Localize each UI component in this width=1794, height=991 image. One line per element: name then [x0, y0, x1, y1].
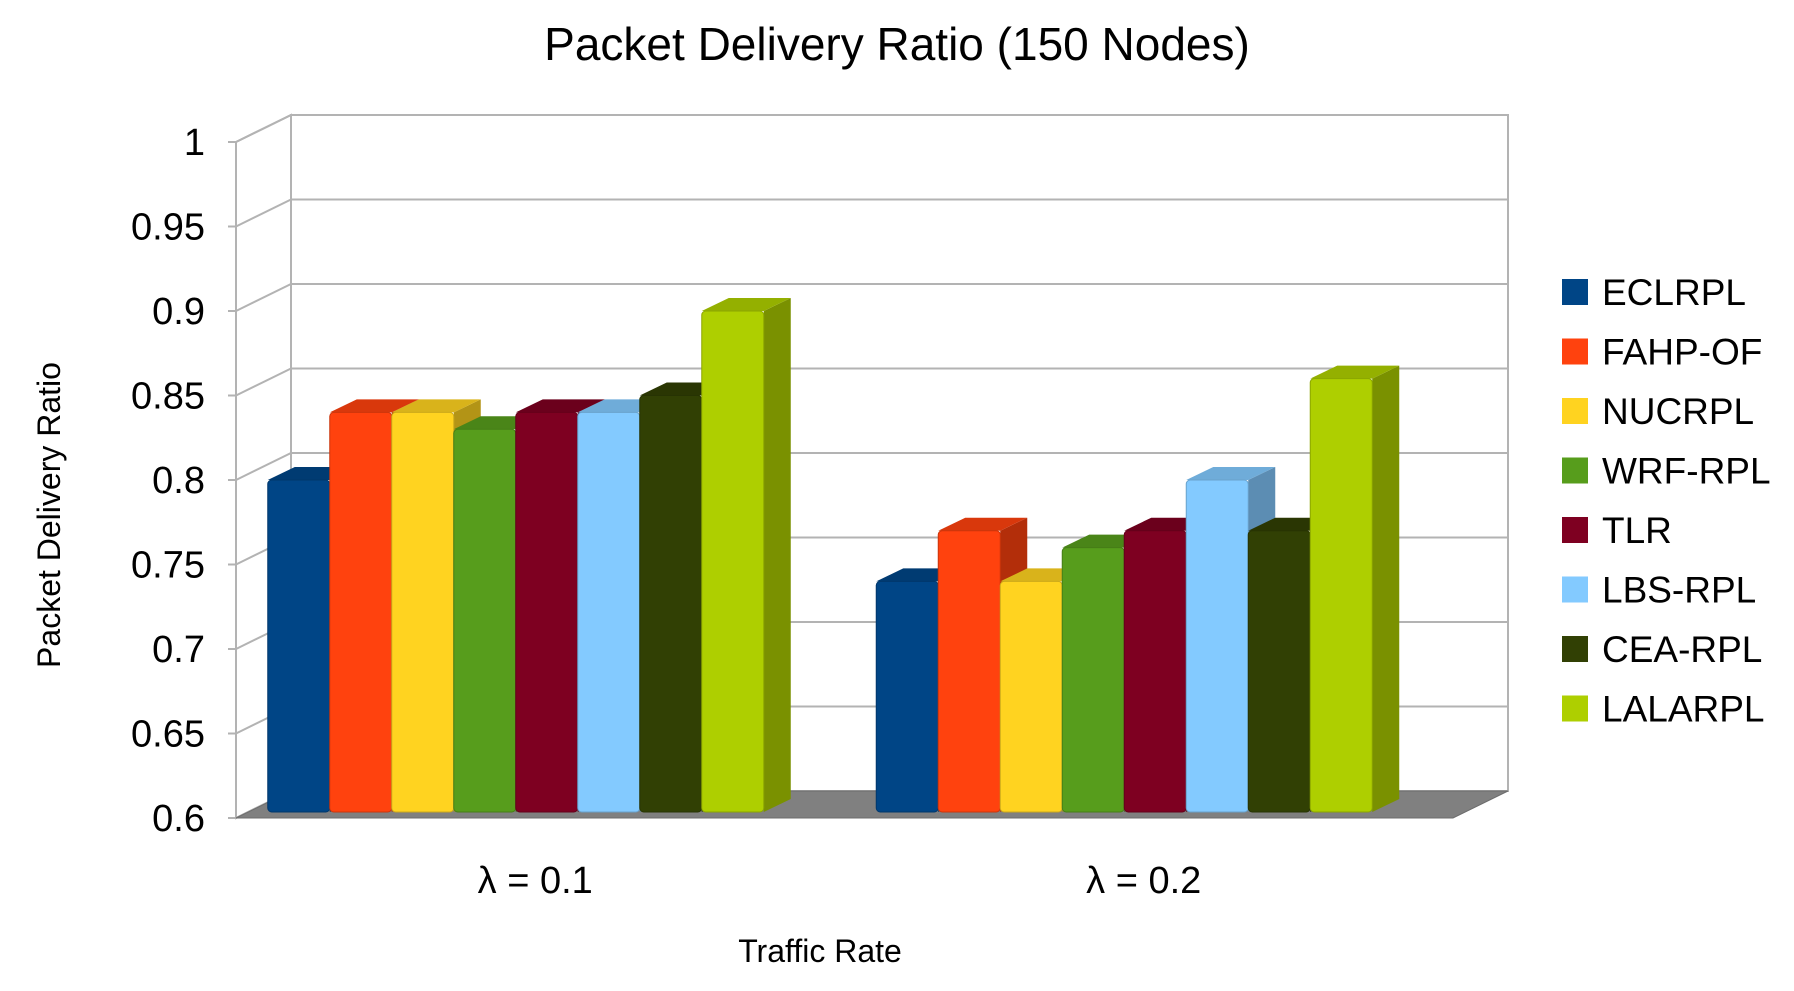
bar-wrf-rpl-2: [1061, 547, 1125, 813]
bar-lbs-rpl-2-top: [1186, 467, 1276, 480]
bar-lalarpl-2-top: [1310, 365, 1400, 379]
bar-eclrpl-2: [875, 580, 939, 813]
gridline: [235, 367, 1508, 397]
y-axis-title: Packet Delivery Ratio: [31, 362, 67, 668]
x-axis-title: Traffic Rate: [738, 933, 902, 969]
plot-area: 0.6 0.65 0.7 0.75 0.8 0.85 0.9 0.95 1 λ = 0.1 λ = …: [131, 113, 1509, 902]
legend-label: WRF-RPL: [1602, 451, 1771, 492]
bar-tlr-2: [1123, 530, 1187, 813]
legend-swatch: [1562, 695, 1588, 722]
bar-cea-rpl-2: [1247, 530, 1311, 813]
legend-swatch: [1562, 398, 1588, 424]
y-tick-label: 0.7: [152, 629, 205, 671]
bar-nucrpl-1: [391, 411, 455, 813]
y-tick-label: 0.6: [152, 798, 205, 840]
bar-lbs-rpl-1: [577, 411, 641, 813]
legend-swatch: [1562, 457, 1588, 484]
bar-fahp-of-2: [937, 530, 1001, 813]
y-tick-label: 0.9: [152, 291, 205, 333]
bar-tlr-1-top: [515, 399, 605, 413]
legend: ECLRPL FAHP-OF NUCRPL WRF-RPL TLR LBS-RPL CEA-…: [1562, 272, 1771, 730]
legend-swatch: [1562, 338, 1588, 365]
bar-lalarpl-1-top: [701, 298, 791, 311]
bar-lbs-rpl-2: [1185, 479, 1249, 813]
x-category-label: λ = 0.1: [478, 860, 593, 902]
bar-nucrpl-2: [999, 580, 1063, 813]
legend-label: FAHP-OF: [1602, 332, 1762, 373]
legend-label: CEA-RPL: [1602, 629, 1762, 670]
bar-fahp-of-1: [329, 411, 393, 813]
y-tick-label: 0.85: [131, 376, 205, 418]
legend-swatch: [1562, 517, 1588, 543]
bar-eclrpl-1: [267, 479, 331, 813]
legend-label: ECLRPL: [1602, 272, 1746, 313]
gridline: [235, 198, 1508, 228]
bar-nucrpl-1-top: [391, 399, 481, 413]
y-tick-label: 0.65: [131, 714, 205, 756]
bar-lalarpl-2: [1309, 378, 1373, 813]
chart-title: Packet Delivery Ratio (150 Nodes): [544, 18, 1250, 70]
bar-tlr-1: [515, 411, 579, 813]
y-tick-label: 1: [184, 122, 205, 164]
bar-wrf-rpl-1: [453, 428, 517, 813]
gridline: [235, 114, 1508, 143]
bar-fahp-of-1-top: [329, 399, 419, 413]
y-tick-label: 0.8: [152, 460, 205, 502]
legend-swatch: [1562, 636, 1588, 662]
legend-label: LBS-RPL: [1602, 570, 1756, 611]
y-tick-label: 0.75: [131, 545, 205, 587]
x-category-label: λ = 0.2: [1086, 860, 1201, 902]
bar-cea-rpl-1: [639, 395, 703, 813]
legend-label: TLR: [1602, 510, 1672, 551]
y-tick-label: 0.95: [131, 207, 205, 249]
bar-lalarpl-1-side: [763, 298, 791, 812]
bar-lalarpl-1: [701, 310, 765, 813]
gridline: [235, 283, 1508, 312]
legend-swatch: [1562, 279, 1588, 305]
legend-label: NUCRPL: [1602, 391, 1754, 432]
gridline: [235, 452, 1508, 481]
legend-swatch: [1562, 576, 1588, 603]
legend-label: LALARPL: [1602, 689, 1765, 730]
bar-fahp-of-2-top: [938, 517, 1028, 531]
bar-lalarpl-2-side: [1372, 365, 1400, 812]
